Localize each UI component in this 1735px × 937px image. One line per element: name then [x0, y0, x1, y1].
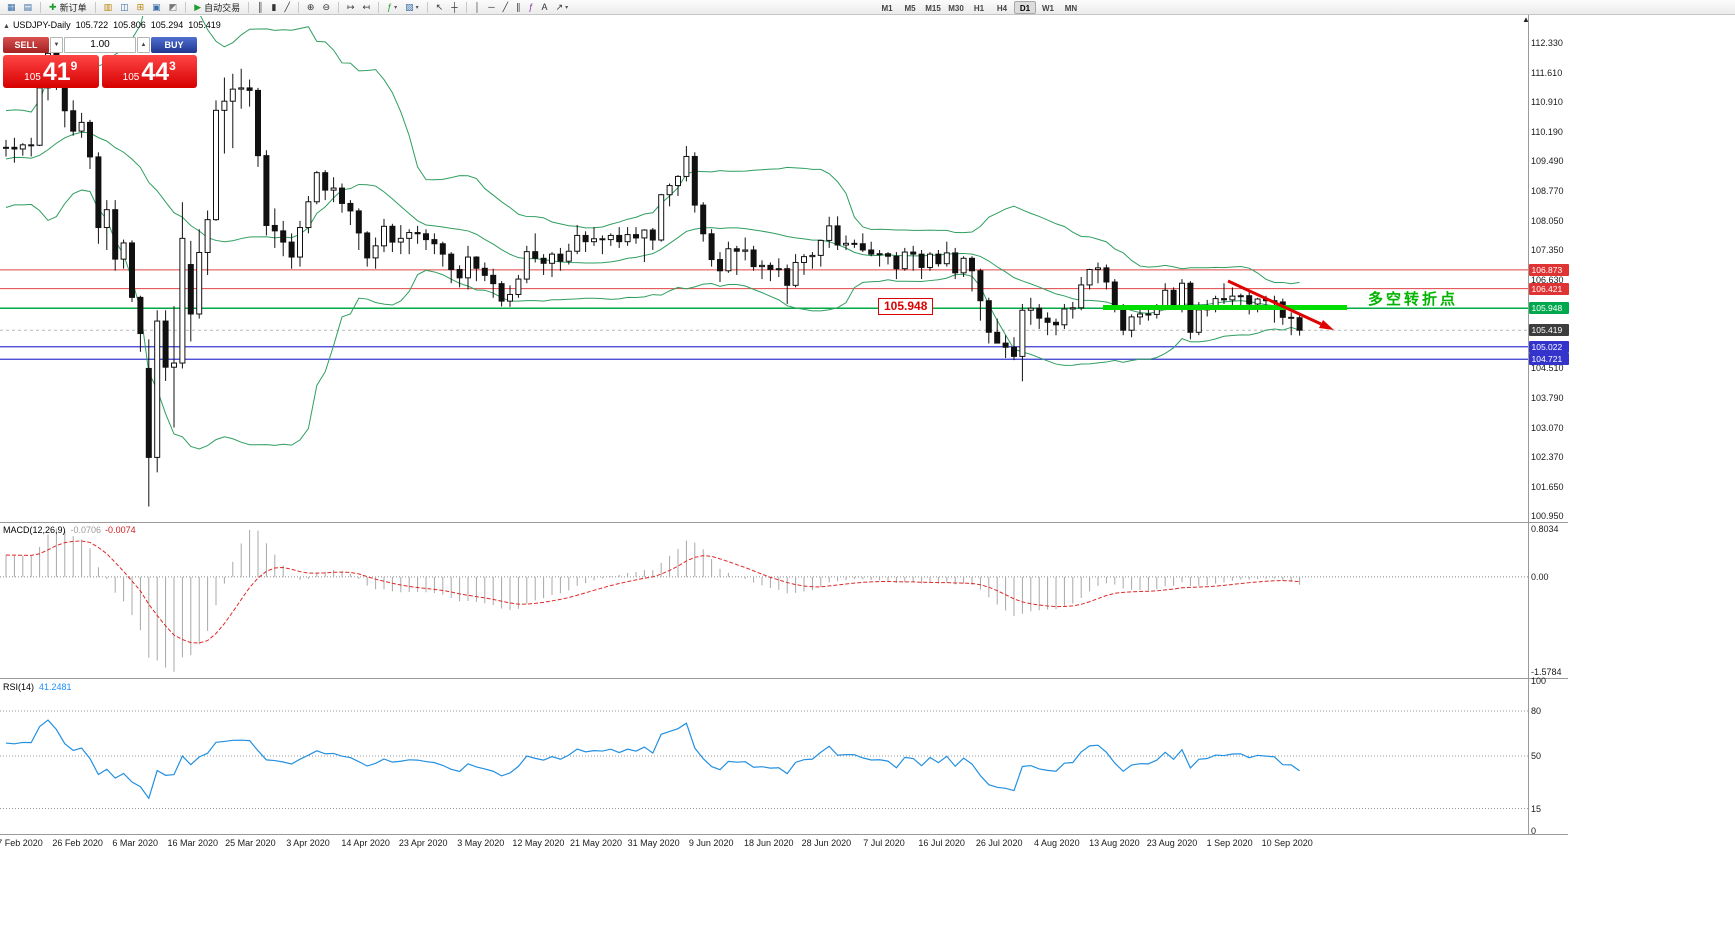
candlestick-chart-button[interactable]: ▮	[269, 1, 280, 14]
chart-shift-icon: ↤	[362, 1, 371, 12]
new-order-icon: ✚	[49, 1, 57, 12]
indicators-button[interactable]: ƒ ▾	[384, 1, 400, 14]
toolbar-icons: ▦ ▤ ✚ 新订单 ▥ ◫ ⊞ ▣ ◩ ▶ 自动交易 ║ ▮ ╱ ⊕ ⊖ ↦ ↤ ƒ ▾ ▨ ▾ ↖ ┼ │ ─ ╱ ∥ ƒ A ↗ ▾	[3, 1, 572, 14]
terminal-button[interactable]: ▣	[149, 1, 164, 14]
toolbar-separator	[297, 1, 299, 13]
buy-button[interactable]: BUY	[151, 37, 197, 53]
volume-down-stepper[interactable]: ▼	[50, 37, 63, 53]
chevron-up-icon: ▲	[140, 42, 147, 48]
sell-price-pips: 41	[42, 58, 71, 86]
new-chart-button[interactable]: ▦	[4, 1, 19, 14]
text-label-button[interactable]: A	[539, 1, 551, 14]
indicators-icon: ƒ	[387, 1, 393, 12]
toolbar-separator	[338, 1, 339, 13]
toolbar-separator	[378, 1, 380, 13]
chevron-down-icon: ▾	[415, 4, 419, 11]
navigator-button[interactable]: ⊞	[134, 1, 148, 14]
horizontal-line-button[interactable]: ─	[485, 1, 497, 14]
toolbar: ▦ ▤ ✚ 新订单 ▥ ◫ ⊞ ▣ ◩ ▶ 自动交易 ║ ▮ ╱ ⊕ ⊖ ↦ ↤ ƒ ▾ ▨ ▾ ↖ ┼ │ ─ ╱ ∥ ƒ A ↗ ▾ M1…	[0, 0, 1735, 15]
equidistant-channel-button[interactable]: ∥	[513, 1, 524, 14]
horizontal-line-icon: ─	[488, 1, 495, 12]
crosshair-icon: ┼	[451, 1, 458, 12]
text-label-icon: A	[541, 1, 548, 12]
candlestick-chart-icon: ▮	[271, 1, 277, 12]
sell-price-bigfigure: 105	[24, 72, 41, 83]
toolbar-separator	[185, 1, 187, 13]
chevron-down-icon: ▾	[565, 4, 569, 11]
trendline-button[interactable]: ╱	[500, 1, 511, 14]
line-chart-button[interactable]: ╱	[281, 1, 292, 14]
timeframe-m5-button[interactable]: M5	[904, 4, 916, 13]
sell-price-display[interactable]: 105 41 9	[3, 55, 99, 88]
toolbar-separator	[94, 1, 96, 13]
toolbar-separator	[465, 1, 467, 13]
chevron-down-icon: ▼	[53, 42, 60, 48]
chart-shift-button[interactable]: ↤	[360, 1, 374, 14]
timeframe-h4-button[interactable]: H4	[996, 4, 1008, 13]
timeframe-mn-button[interactable]: MN	[1064, 4, 1078, 13]
strategy-tester-icon: ◩	[168, 1, 178, 12]
fibonacci-button[interactable]: ƒ	[526, 1, 537, 14]
one-click-trading-panel: SELL ▼ 1.00 ▲ BUY 105 41 9 105 44 3	[3, 37, 197, 88]
auto-scroll-button[interactable]: ↦	[344, 1, 358, 14]
bar-chart-icon: ║	[257, 1, 264, 12]
buy-price-display[interactable]: 105 44 3	[101, 55, 197, 88]
bar-chart-button[interactable]: ║	[254, 1, 266, 14]
new-order-label: 新订单	[59, 2, 87, 13]
navigator-icon: ⊞	[136, 1, 145, 12]
chevron-down-icon: ▾	[394, 4, 398, 11]
data-window-icon: ◫	[120, 1, 129, 12]
vertical-line-icon: │	[474, 1, 481, 12]
timeframe-d1-button[interactable]: D1	[1014, 1, 1036, 14]
timeframe-h1-button[interactable]: H1	[973, 4, 985, 13]
cursor-button[interactable]: ↖	[433, 1, 447, 14]
zoom-out-icon: ⊖	[322, 1, 330, 12]
new-chart-icon: ▦	[7, 1, 16, 12]
crosshair-button[interactable]: ┼	[448, 1, 460, 14]
line-chart-icon: ╱	[284, 1, 290, 12]
volume-input[interactable]: 1.00	[64, 37, 136, 53]
autotrading-icon: ▶	[194, 1, 202, 12]
market-watch-icon: ▥	[103, 1, 113, 12]
timeframe-m15-button[interactable]: M15	[925, 4, 941, 13]
timeframe-toolbar: M1 M5 M15 M30 H1 H4 D1 W1 MN	[876, 1, 1083, 14]
arrows-tool-button[interactable]: ↗ ▾	[553, 1, 572, 14]
toolbar-separator	[40, 1, 42, 13]
buy-price-point: 3	[169, 59, 176, 73]
toolbar-separator	[248, 1, 250, 13]
market-watch-button[interactable]: ▥	[101, 1, 116, 14]
zoom-out-button[interactable]: ⊖	[319, 1, 333, 14]
equidistant-channel-icon: ∥	[516, 1, 521, 12]
autotrading-label: 自动交易	[204, 2, 241, 13]
timeframe-m30-button[interactable]: M30	[948, 4, 964, 13]
vertical-line-button[interactable]: │	[472, 1, 484, 14]
profiles-icon: ▤	[23, 1, 33, 12]
auto-scroll-icon: ↦	[347, 1, 355, 12]
zoom-in-button[interactable]: ⊕	[304, 1, 318, 14]
timeframe-w1-button[interactable]: W1	[1042, 4, 1054, 13]
timeframe-m1-button[interactable]: M1	[881, 4, 893, 13]
autotrading-button[interactable]: ▶ 自动交易	[191, 1, 243, 14]
buy-price-bigfigure: 105	[122, 72, 140, 83]
arrows-tool-icon: ↗	[555, 1, 564, 12]
zoom-in-icon: ⊕	[306, 1, 315, 12]
trendline-icon: ╱	[502, 1, 509, 12]
fibonacci-icon: ƒ	[528, 1, 534, 12]
data-window-button[interactable]: ◫	[117, 1, 132, 14]
sell-price-point: 9	[70, 59, 78, 73]
toolbar-separator	[426, 1, 428, 13]
cursor-icon: ↖	[435, 1, 444, 12]
templates-icon: ▨	[405, 1, 414, 12]
buy-price-pips: 44	[141, 58, 170, 86]
sell-button[interactable]: SELL	[3, 37, 49, 53]
scroll-up-icon[interactable]: ▲	[1522, 15, 1530, 24]
new-order-button[interactable]: ✚ 新订单	[46, 1, 90, 14]
strategy-tester-button[interactable]: ◩	[166, 1, 181, 14]
profiles-button[interactable]: ▤	[21, 1, 36, 14]
templates-button[interactable]: ▨ ▾	[402, 1, 422, 14]
terminal-icon: ▣	[152, 1, 161, 12]
volume-up-stepper[interactable]: ▲	[137, 37, 150, 53]
